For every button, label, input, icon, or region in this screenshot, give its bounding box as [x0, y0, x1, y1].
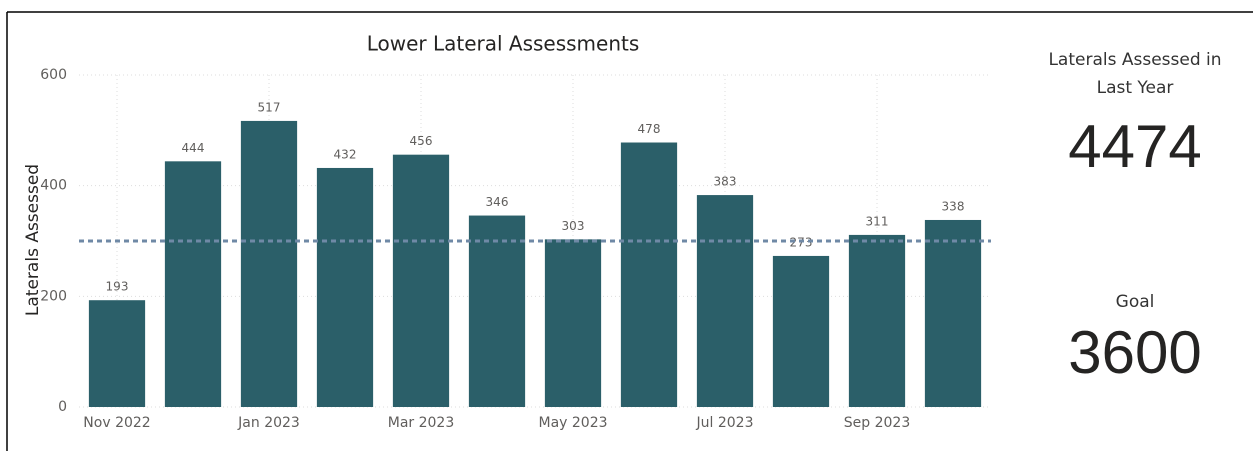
y-tick-label: 200 — [40, 288, 67, 304]
bar — [620, 142, 678, 408]
x-tick-label: May 2023 — [538, 415, 607, 431]
bar — [924, 219, 982, 407]
x-tick-label: Jul 2023 — [696, 415, 754, 431]
card-value: 4474 — [1068, 113, 1202, 180]
y-tick-label: 600 — [40, 67, 67, 83]
bar — [392, 154, 450, 407]
y-axis-label: Laterals Assessed — [23, 164, 43, 316]
y-tick-label: 0 — [58, 399, 67, 415]
data-label: 517 — [258, 100, 281, 114]
y-tick-label: 400 — [40, 178, 67, 194]
bar — [696, 195, 754, 407]
bar — [240, 120, 298, 407]
bar — [772, 255, 830, 407]
bar — [544, 239, 602, 407]
card-value: 3600 — [1068, 319, 1202, 386]
data-label: 346 — [486, 195, 509, 209]
data-label: 456 — [410, 134, 433, 148]
bar — [848, 234, 906, 407]
card-title: Laterals Assessed in Last Year — [1048, 50, 1222, 98]
bar — [88, 300, 146, 407]
chart-title: Lower Lateral Assessments — [367, 32, 640, 56]
x-tick-label: Sep 2023 — [844, 415, 910, 431]
bar — [164, 161, 222, 407]
x-tick-label: Mar 2023 — [388, 415, 455, 431]
card-title: Goal — [1115, 292, 1155, 312]
x-tick-label: Nov 2022 — [83, 415, 150, 431]
data-label: 303 — [562, 219, 585, 233]
data-label: 444 — [182, 141, 205, 155]
data-label: 478 — [638, 122, 661, 136]
x-tick-label: Jan 2023 — [237, 415, 300, 431]
data-label: 432 — [334, 147, 357, 161]
data-label: 383 — [714, 175, 737, 189]
bar — [316, 167, 374, 407]
bar — [468, 215, 526, 407]
data-label: 311 — [866, 214, 889, 228]
data-label: 193 — [106, 280, 129, 294]
data-label: 338 — [942, 199, 965, 213]
